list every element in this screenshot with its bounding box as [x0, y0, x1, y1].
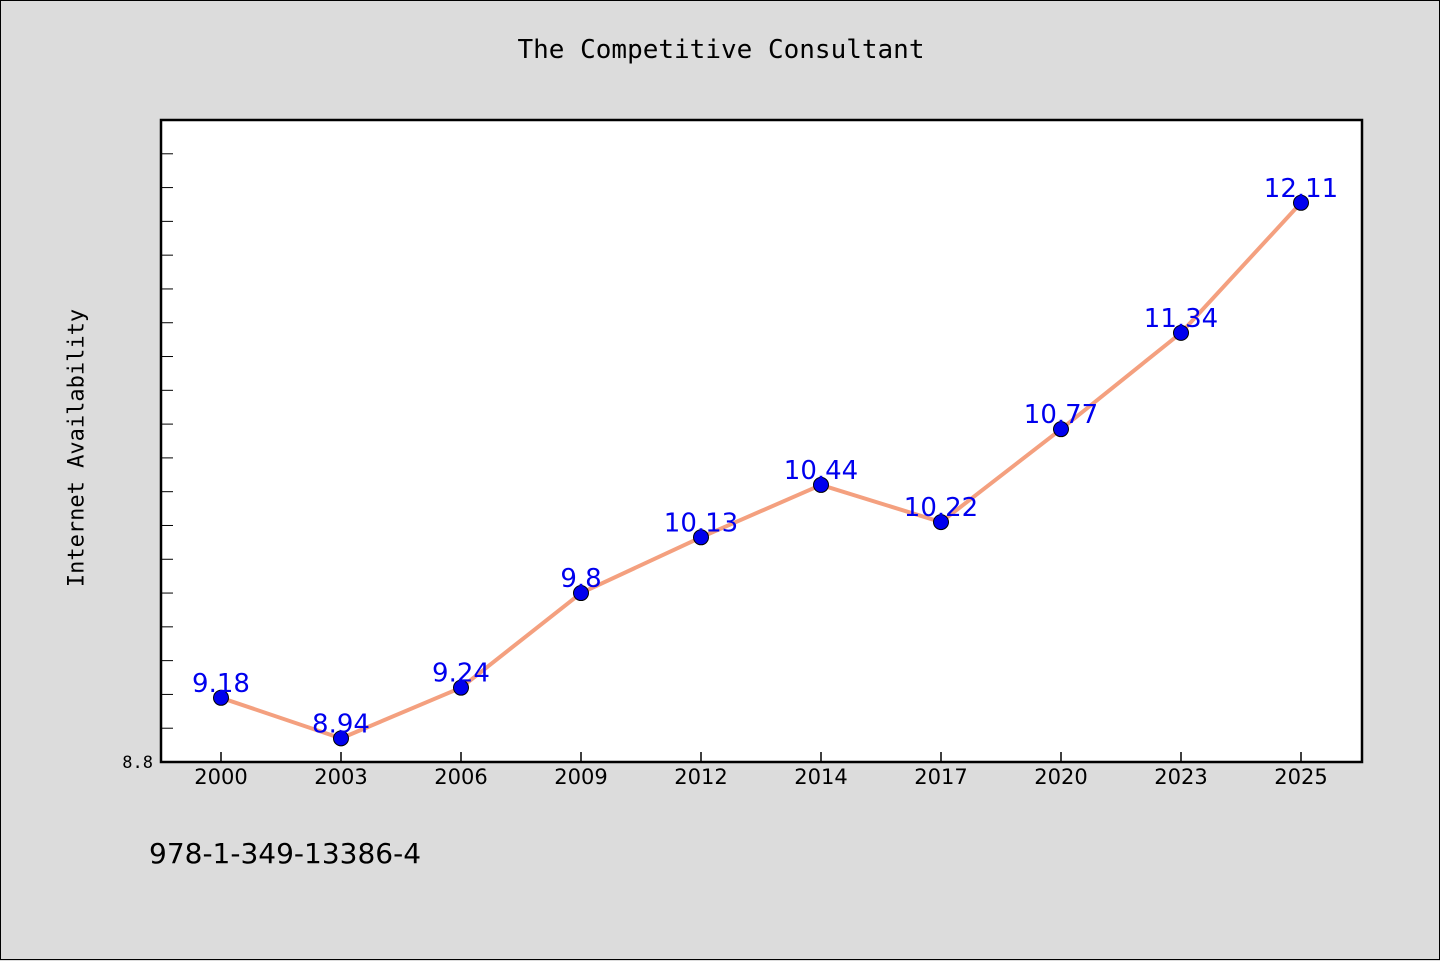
data-point — [693, 529, 709, 546]
x-tick-label: 2012 — [674, 765, 727, 789]
plot-area — [161, 120, 1362, 762]
x-tick-label: 2020 — [1034, 765, 1087, 789]
data-label: 9.24 — [432, 659, 490, 689]
data-point — [213, 689, 229, 706]
x-tick-label: 2006 — [434, 765, 487, 789]
y-tick-label: 8.8 — [122, 753, 153, 773]
data-point — [453, 679, 469, 696]
x-tick-label: 2017 — [914, 765, 967, 789]
data-label: 9.18 — [192, 669, 250, 699]
x-tick-label: 2003 — [314, 765, 367, 789]
data-point — [1053, 421, 1069, 438]
data-point — [1173, 324, 1189, 341]
chart-title: The Competitive Consultant — [517, 35, 925, 65]
x-tick-label: 2023 — [1154, 765, 1207, 789]
data-label: 10.44 — [784, 456, 858, 486]
plot-frame — [159, 118, 1364, 764]
data-label: 10.13 — [664, 508, 738, 538]
data-label: 9.8 — [560, 564, 601, 594]
data-point — [933, 514, 949, 531]
x-tick-label: 2000 — [194, 765, 247, 789]
x-tick-label: 2025 — [1274, 765, 1327, 789]
data-point — [813, 476, 829, 493]
footer-code: 978-1-349-13386-4 — [149, 837, 422, 870]
series-line — [219, 200, 1303, 741]
x-tick-label: 2014 — [794, 765, 847, 789]
data-point — [333, 730, 349, 747]
data-label: 8.94 — [312, 709, 370, 739]
x-tick-label: 2009 — [554, 765, 607, 789]
data-label: 12.11 — [1264, 174, 1338, 204]
data-point — [573, 585, 589, 602]
data-point — [1293, 194, 1309, 211]
data-label: 10.22 — [904, 493, 978, 523]
data-label: 10.77 — [1024, 400, 1098, 430]
data-label: 11.34 — [1144, 304, 1218, 334]
